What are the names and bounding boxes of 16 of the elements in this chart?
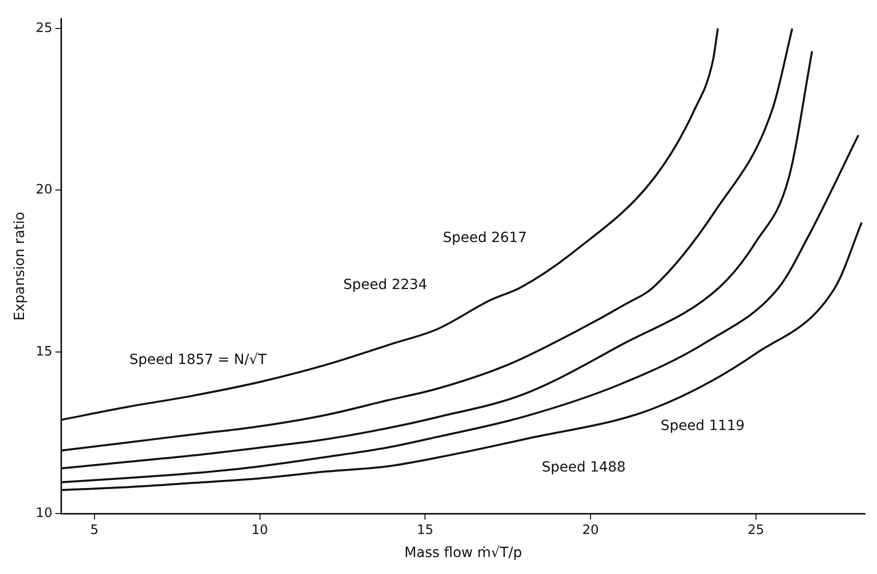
y-tick-label: 20 bbox=[36, 182, 52, 198]
annotation: Speed 1119 bbox=[660, 418, 745, 434]
annotation: Speed 1857 = N/√T bbox=[129, 352, 268, 368]
annotation: Speed 2234 bbox=[343, 277, 428, 294]
x-axis-title: Mass flow ṁ√T/p bbox=[404, 545, 522, 562]
x-tick-label: 20 bbox=[582, 522, 599, 538]
y-tick-label: 25 bbox=[36, 20, 52, 36]
y-axis-title: Expansion ratio bbox=[12, 212, 28, 321]
x-tick-label: 5 bbox=[90, 522, 99, 538]
x-tick-label: 10 bbox=[252, 522, 268, 538]
y-tick-label: 10 bbox=[36, 506, 52, 521]
x-tick-label: 25 bbox=[748, 522, 764, 538]
annotation: Speed 1488 bbox=[542, 460, 626, 476]
annotation: Speed 2617 bbox=[442, 230, 527, 246]
y-tick-label: 15 bbox=[36, 344, 52, 360]
x-tick-label: 15 bbox=[416, 522, 434, 538]
